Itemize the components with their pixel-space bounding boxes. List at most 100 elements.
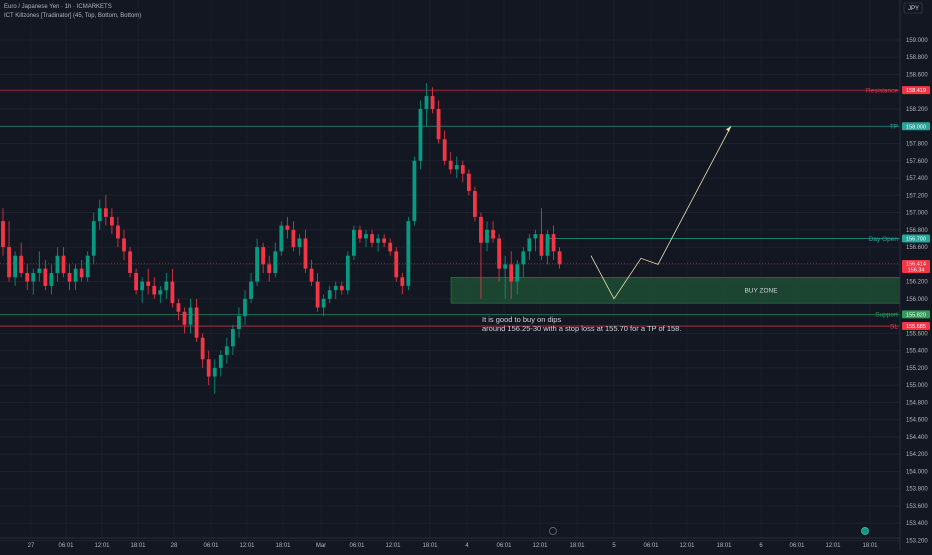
- trade-note-line-2: around 156.25-30 with a stop loss at 155…: [482, 324, 682, 333]
- settings-icon[interactable]: [861, 527, 869, 535]
- price-tick-label: 155.600: [906, 331, 928, 337]
- level-lines-layer: [0, 89, 900, 327]
- level-price-badge-label: 155.685: [906, 324, 926, 330]
- candle-body: [521, 251, 526, 265]
- candle-body: [315, 281, 320, 308]
- current-price-badge: [902, 259, 930, 267]
- candle-body: [497, 238, 501, 269]
- candle-body: [297, 238, 302, 248]
- candle-body: [122, 238, 126, 252]
- candle-body: [309, 268, 314, 282]
- candle-body: [406, 221, 411, 286]
- projection-layer: [590, 126, 732, 300]
- candle-body: [485, 229, 489, 243]
- candle-body: [170, 281, 175, 304]
- time-tick-label: 18:01: [422, 543, 438, 549]
- level-price-badge-label: 156.700: [906, 236, 926, 242]
- time-tick-label: 06:01: [496, 543, 512, 549]
- candle-body: [19, 255, 24, 273]
- price-tick-label: 157.200: [906, 193, 928, 199]
- price-tick-label: 156.000: [906, 297, 928, 303]
- candle-body: [442, 139, 447, 161]
- candle-body: [146, 281, 151, 286]
- time-tick-label: 06:01: [58, 543, 74, 549]
- candle-body: [25, 272, 30, 282]
- candle-body: [249, 281, 253, 299]
- candle-body: [176, 303, 181, 312]
- trade-note-line-1: It is good to buy on dips: [482, 315, 562, 324]
- candle-body: [267, 264, 272, 273]
- level-label: Resistance: [866, 87, 899, 94]
- price-axis[interactable]: 159.000158.800158.600158.400158.200158.0…: [899, 0, 932, 550]
- level-price-badge-label: 158.419: [906, 88, 926, 94]
- time-tick-label: 6: [759, 543, 763, 549]
- candle-body: [273, 251, 278, 273]
- candle-body: [158, 290, 163, 295]
- candle-body: [134, 272, 138, 291]
- candle-body: [509, 264, 514, 282]
- candle-body: [291, 229, 296, 248]
- symbol-title: Euro / Japanese Yen · 1h · ICMARKETS: [4, 4, 112, 10]
- price-tick-label: 153.800: [906, 487, 928, 493]
- time-tick-label: 5: [612, 543, 616, 549]
- time-tick-label: 12:01: [825, 543, 841, 549]
- candle-body: [418, 109, 423, 161]
- candle-body: [515, 264, 520, 282]
- events-icon[interactable]: [549, 527, 557, 535]
- candle-body: [503, 264, 508, 269]
- level-price-badge: [902, 310, 930, 319]
- price-tick-label: 157.600: [906, 159, 928, 165]
- level-label: Day Open: [869, 236, 899, 243]
- price-tick-label: 154.000: [906, 469, 928, 475]
- candle-body: [448, 160, 453, 170]
- candle-body: [206, 359, 211, 377]
- level-price-badge: [902, 234, 930, 243]
- candle-body: [61, 255, 66, 273]
- time-tick-label: 28: [171, 543, 178, 549]
- candle-body: [285, 225, 290, 230]
- current-price-badge: [902, 266, 930, 274]
- candle-body: [255, 247, 259, 282]
- price-tick-label: 153.600: [906, 504, 928, 510]
- candle-body: [345, 255, 350, 291]
- currency-badge-label: JPY: [908, 6, 919, 12]
- trade-note: It is good to buy on dips around 156.25-…: [482, 315, 681, 333]
- price-tick-label: 159.000: [906, 38, 928, 44]
- candle-body: [491, 229, 495, 239]
- time-tick-label: 12:01: [532, 543, 548, 549]
- candle-body: [533, 234, 538, 239]
- time-axis[interactable]: 27 06:01 12:01 18:01 28 06:01 12:01 18:01 Mar 06:…: [0, 527, 900, 550]
- candle-body: [103, 208, 108, 217]
- candle-body: [394, 251, 399, 278]
- candle-body: [412, 160, 417, 222]
- projection-arrowhead: [726, 126, 731, 132]
- candle-body: [358, 229, 362, 239]
- candle-body: [376, 238, 380, 243]
- time-tick-label: Mar: [316, 543, 326, 549]
- candle-body: [200, 337, 205, 360]
- buy-zone-label: BUY ZONE: [744, 288, 778, 295]
- currency-badge[interactable]: [903, 2, 923, 14]
- current-price-badge-label: 156.414: [906, 261, 926, 267]
- indicator-title: ICT Killzones [Tradinator] (45, Top, Bot…: [4, 13, 142, 19]
- candle-body: [424, 96, 429, 109]
- level-label: TP: [890, 124, 898, 131]
- price-tick-label: 155.400: [906, 349, 928, 355]
- candle-body: [110, 216, 114, 226]
- candle-body: [37, 268, 42, 273]
- candle-body: [551, 234, 556, 252]
- candle-body: [73, 268, 78, 282]
- candle-body: [466, 173, 471, 191]
- price-tick-label: 153.200: [906, 539, 928, 545]
- price-tick-label: 158.600: [906, 72, 928, 78]
- price-tick-label: 157.800: [906, 142, 928, 148]
- projection-path: [590, 126, 732, 300]
- candle-body: [430, 96, 435, 109]
- grid-layer: [0, 39, 900, 541]
- candle-body: [303, 238, 308, 269]
- candle-body: [388, 242, 393, 252]
- candle-body: [321, 298, 326, 308]
- candle-body: [539, 234, 544, 256]
